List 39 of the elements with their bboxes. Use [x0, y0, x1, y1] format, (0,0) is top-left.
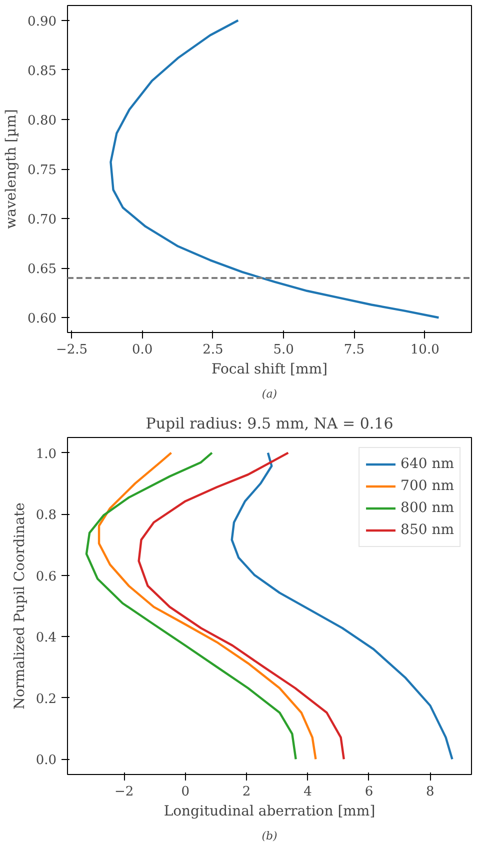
- line-series: [138, 452, 345, 760]
- y-tick-label: 0.70: [28, 212, 57, 228]
- x-tick-label: 10.0: [410, 342, 440, 358]
- x-tick-label: 2.5: [202, 342, 224, 358]
- y-tick-label: 0.65: [28, 262, 57, 278]
- y-axis-title: wavelength [µm]: [4, 109, 20, 229]
- y-tick-label: 0.4: [36, 630, 57, 646]
- x-axis-title: Focal shift [mm]: [212, 362, 328, 378]
- y-tick-label: 0.80: [28, 113, 57, 128]
- y-tick-label: 0.85: [28, 64, 57, 79]
- x-tick-label: 7.5: [344, 342, 365, 358]
- y-axis-title: Normalized Pupil Coordinate: [12, 502, 28, 710]
- y-tick-label: 0.6: [36, 569, 57, 584]
- x-tick-label: −2: [114, 784, 134, 800]
- y-tick-label: 1.0: [36, 446, 57, 462]
- x-tick-label: 8: [426, 784, 434, 800]
- y-tick-label: 0.2: [36, 692, 57, 707]
- x-tick-label: 4: [304, 784, 312, 800]
- legend-label: 850 nm: [400, 522, 454, 538]
- line-series: [110, 19, 440, 319]
- x-tick-label: 0: [181, 784, 190, 800]
- legend-label: 800 nm: [400, 500, 454, 516]
- text: (a): [262, 388, 278, 400]
- legend-label: 640 nm: [400, 456, 454, 472]
- x-tick-label: −2.5: [56, 342, 88, 358]
- chart-title: Pupil radius: 9.5 mm, NA = 0.16: [146, 414, 394, 432]
- y-tick-label: 0.75: [28, 163, 57, 178]
- y-tick-label: 0.0: [36, 753, 57, 768]
- y-tick-label: 0.8: [36, 508, 57, 524]
- x-axis-title: Longitudinal aberration [mm]: [164, 804, 376, 820]
- legend-label: 700 nm: [400, 478, 454, 494]
- x-tick-label: 6: [364, 784, 374, 800]
- text: (b): [262, 830, 278, 842]
- x-tick-label: 0.0: [132, 342, 153, 358]
- line-series: [230, 452, 454, 760]
- x-tick-label: 2: [242, 784, 251, 800]
- y-tick-label: 0.90: [28, 14, 57, 30]
- y-tick-label: 0.60: [28, 312, 57, 327]
- x-tick-label: 5.0: [273, 342, 294, 358]
